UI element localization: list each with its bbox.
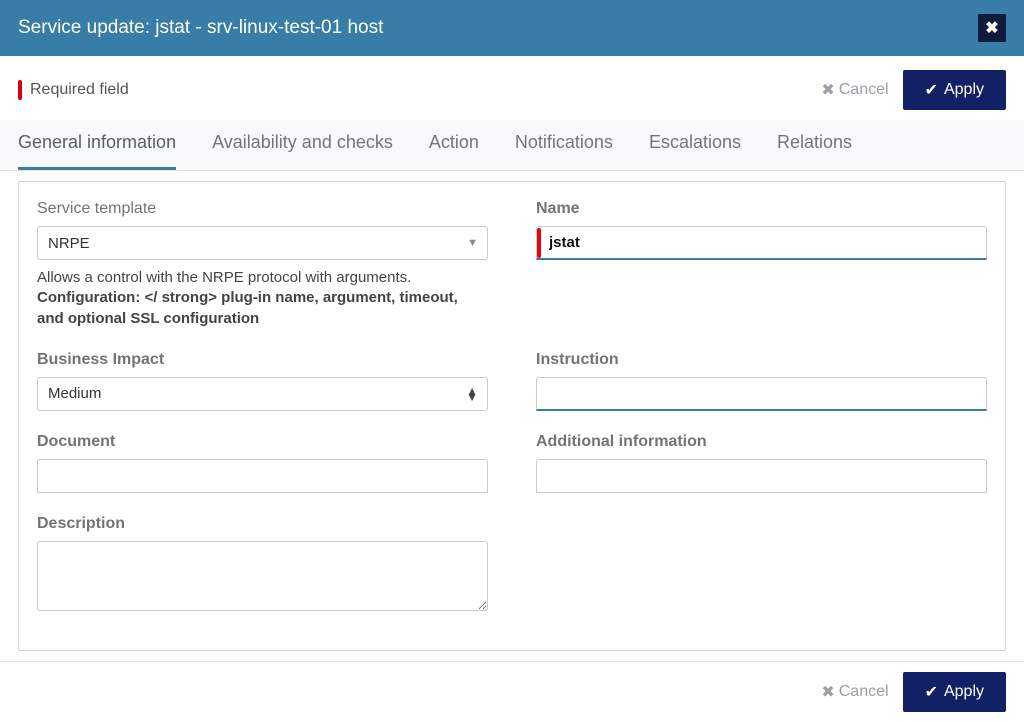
- tab-bar: General information Availability and che…: [0, 120, 1024, 171]
- close-button[interactable]: ✖: [978, 14, 1006, 42]
- cancel-label: Cancel: [839, 81, 889, 99]
- apply-label: Apply: [944, 81, 984, 99]
- apply-label-bottom: Apply: [944, 683, 984, 701]
- check-icon: ✔: [925, 80, 938, 100]
- description-textarea[interactable]: [37, 541, 488, 611]
- description-label: Description: [37, 515, 488, 533]
- required-field-legend: Required field: [18, 80, 129, 100]
- service-template-select[interactable]: NRPE ▼: [37, 226, 488, 260]
- service-template-help-bold: Configuration: </ strong> plug-in name, …: [37, 289, 458, 326]
- name-input[interactable]: [536, 226, 987, 260]
- apply-button-top[interactable]: ✔ Apply: [903, 70, 1006, 110]
- cancel-icon: ✖: [821, 682, 834, 702]
- service-template-value: NRPE: [37, 226, 488, 260]
- required-field-text: Required field: [30, 81, 129, 99]
- title-bar: Service update: jstat - srv-linux-test-0…: [0, 0, 1024, 56]
- document-input[interactable]: [37, 459, 488, 493]
- apply-button-bottom[interactable]: ✔ Apply: [903, 672, 1006, 712]
- form-panel: Service template NRPE ▼ Allows a control…: [18, 181, 1006, 651]
- cancel-button-bottom[interactable]: ✖ Cancel: [821, 682, 888, 702]
- cancel-icon: ✖: [821, 80, 834, 100]
- tab-escalations[interactable]: Escalations: [649, 132, 741, 170]
- tab-notifications[interactable]: Notifications: [515, 132, 613, 170]
- document-label: Document: [37, 433, 488, 451]
- cancel-label-bottom: Cancel: [839, 683, 889, 701]
- tab-relations[interactable]: Relations: [777, 132, 852, 170]
- additional-info-input[interactable]: [536, 459, 987, 493]
- required-marker-icon: [18, 80, 22, 100]
- close-icon: ✖: [985, 18, 998, 38]
- footer-action-bar: ✖ Cancel ✔ Apply: [0, 661, 1024, 722]
- service-template-help-plain: Allows a control with the NRPE protocol …: [37, 269, 411, 286]
- window-title: Service update: jstat - srv-linux-test-0…: [18, 17, 383, 39]
- business-impact-select[interactable]: Medium ▲▼: [37, 377, 488, 411]
- service-template-label: Service template: [37, 200, 488, 218]
- instruction-input[interactable]: [536, 377, 987, 411]
- top-actions: ✖ Cancel ✔ Apply: [821, 70, 1006, 110]
- check-icon: ✔: [925, 682, 938, 702]
- tab-availability-and-checks[interactable]: Availability and checks: [212, 132, 393, 170]
- name-input-wrapper: [536, 226, 987, 260]
- tab-action[interactable]: Action: [429, 132, 479, 170]
- service-template-help: Allows a control with the NRPE protocol …: [37, 268, 488, 329]
- additional-info-label: Additional information: [536, 433, 987, 451]
- business-impact-label: Business Impact: [37, 351, 488, 369]
- business-impact-value: Medium: [37, 377, 488, 411]
- top-action-bar: Required field ✖ Cancel ✔ Apply: [0, 56, 1024, 120]
- instruction-label: Instruction: [536, 351, 987, 369]
- cancel-button-top[interactable]: ✖ Cancel: [821, 80, 888, 100]
- tab-general-information[interactable]: General information: [18, 132, 176, 170]
- name-label: Name: [536, 200, 987, 218]
